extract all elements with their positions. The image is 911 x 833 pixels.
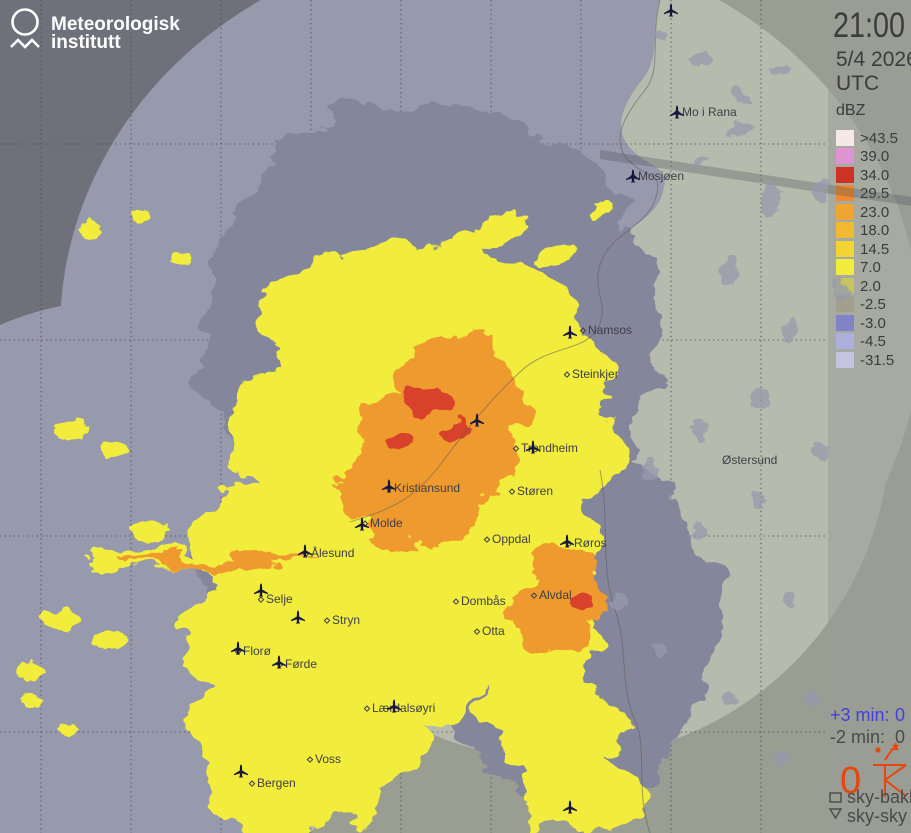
svg-text:14.5: 14.5 — [860, 241, 889, 258]
svg-text:Kristiansund: Kristiansund — [394, 481, 460, 495]
svg-text:Namsos: Namsos — [588, 323, 632, 337]
svg-text:-2 min:: -2 min: — [830, 727, 885, 747]
svg-text:-4.5: -4.5 — [860, 333, 886, 350]
svg-text:Selje: Selje — [266, 592, 293, 606]
svg-text:-31.5: -31.5 — [860, 352, 894, 369]
svg-text:Stryn: Stryn — [332, 613, 360, 627]
svg-text:Voss: Voss — [315, 752, 341, 766]
svg-text:Ålesund: Ålesund — [311, 545, 354, 560]
svg-text:Førde: Førde — [285, 657, 317, 671]
svg-text:Mo i Rana: Mo i Rana — [682, 105, 737, 119]
svg-text:21:00: 21:00 — [833, 6, 905, 45]
svg-text:23.0: 23.0 — [860, 204, 889, 221]
svg-text:34.0: 34.0 — [860, 167, 889, 184]
svg-text:18.0: 18.0 — [860, 222, 889, 239]
svg-text:5/4 2026: 5/4 2026 — [836, 48, 911, 71]
svg-text:>43.5: >43.5 — [860, 130, 898, 147]
svg-text:Alvdal: Alvdal — [539, 588, 572, 602]
svg-text:dBZ: dBZ — [836, 102, 866, 119]
svg-text:institutt: institutt — [51, 32, 121, 53]
svg-text:Lærdalsøyri: Lærdalsøyri — [372, 701, 435, 715]
svg-text:Mosjøen: Mosjøen — [638, 169, 684, 183]
svg-text:Oppdal: Oppdal — [492, 532, 531, 546]
svg-text:Steinkjer: Steinkjer — [572, 367, 619, 381]
svg-text:Støren: Støren — [517, 484, 553, 498]
svg-text:sky-sky: sky-sky — [847, 806, 907, 826]
svg-text:Dombås: Dombås — [461, 594, 506, 608]
svg-text:Florø: Florø — [243, 644, 272, 658]
svg-text:Molde: Molde — [370, 516, 403, 530]
svg-text:0: 0 — [895, 705, 905, 725]
svg-text:Bergen: Bergen — [257, 776, 296, 790]
svg-text:UTC: UTC — [836, 72, 879, 95]
svg-text:7.0: 7.0 — [860, 259, 881, 276]
svg-text:Røros: Røros — [574, 536, 607, 550]
svg-text:+3 min:: +3 min: — [830, 705, 890, 725]
svg-text:sky-bakke: sky-bakke — [847, 787, 911, 807]
svg-text:Otta: Otta — [482, 624, 505, 638]
svg-text:-3.0: -3.0 — [860, 315, 886, 332]
svg-text:-2.5: -2.5 — [860, 296, 886, 313]
svg-text:Østersund: Østersund — [722, 453, 777, 467]
svg-text:39.0: 39.0 — [860, 148, 889, 165]
svg-text:2.0: 2.0 — [860, 278, 881, 295]
